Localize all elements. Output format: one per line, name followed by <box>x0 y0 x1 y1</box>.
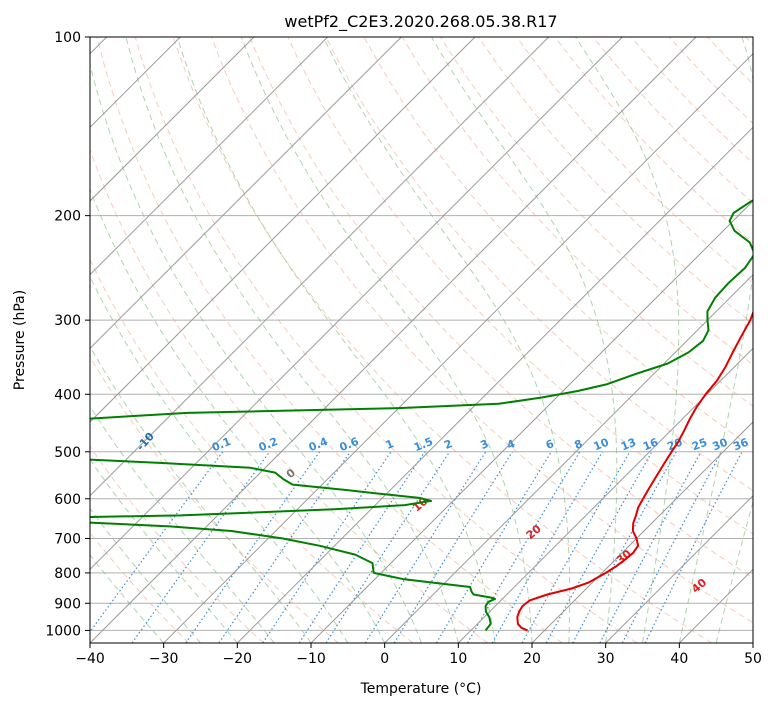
dry-adiabat-line <box>249 37 753 579</box>
moist-adiabat-line <box>90 188 386 643</box>
isotherms <box>90 37 753 643</box>
mixing-ratio-label: 3 <box>478 437 490 452</box>
y-axis-label: Pressure (hPa) <box>12 290 28 390</box>
x-tick-label: −40 <box>75 651 105 667</box>
moist-adiabat-line <box>125 37 459 643</box>
isotherm-line <box>90 37 255 202</box>
dry-adiabat-line <box>134 37 638 643</box>
mixing-ratio-label: 36 <box>731 436 750 454</box>
x-tick-label: 40 <box>670 651 688 667</box>
series-lines <box>90 199 753 632</box>
mixing-ratio-lines <box>90 451 743 643</box>
dry-adiabat-line <box>325 37 753 492</box>
isotherm-line <box>384 273 753 643</box>
isotherm-line <box>90 37 329 276</box>
isotherm-line <box>457 347 753 643</box>
moist-adiabat-line <box>176 37 496 643</box>
moist-adiabat-line <box>90 458 238 643</box>
isotherm-line <box>163 52 753 643</box>
isotherm-line <box>90 37 623 571</box>
mixing-ratio-line <box>435 451 552 643</box>
x-tick-label: 0 <box>380 651 389 667</box>
y-tick-label: 200 <box>54 209 81 225</box>
isotherm-line <box>90 37 697 643</box>
plot-frame <box>89 36 754 644</box>
mixing-ratio-line <box>90 451 224 633</box>
x-tick-label: −20 <box>223 651 253 667</box>
mixing-ratio-line <box>364 451 487 643</box>
y-axis-ticks: 100 200 300 400 500 600 700 800 900 1000 <box>45 30 90 639</box>
dry-adiabat-line <box>90 355 339 643</box>
isotherm-line <box>236 126 753 643</box>
dry-adiabats <box>90 37 753 643</box>
moist-adiabat-line <box>431 37 618 643</box>
y-tick-label: 100 <box>54 30 81 46</box>
mixing-ratio-label: 1 <box>384 437 396 452</box>
dry-adiabat-line <box>96 37 563 643</box>
mixing-ratio-label: 2 <box>442 437 454 452</box>
isotherm-line <box>310 200 753 643</box>
dry-adiabat-line <box>287 37 753 535</box>
mixing-ratio-line <box>185 451 321 643</box>
y-tick-label: 800 <box>54 566 81 582</box>
moist-adiabat-line <box>90 405 275 643</box>
x-axis-ticks: −40 −30 −20 −10 0 10 20 30 40 50 <box>75 643 762 667</box>
mixing-ratio-label: 16 <box>641 436 660 454</box>
mixing-ratio-line <box>521 451 631 643</box>
isotherm-line <box>531 421 753 643</box>
mixing-ratio-line <box>599 451 702 643</box>
mixing-ratio-label: 25 <box>690 436 709 454</box>
mixing-ratio-label: 8 <box>572 437 584 452</box>
dry-adiabat-line <box>211 37 753 624</box>
dewpoint-line <box>90 199 753 632</box>
moist-adiabat-line <box>323 37 571 643</box>
x-tick-label: −30 <box>149 651 179 667</box>
mixing-ratio-line <box>572 451 677 643</box>
isotherm-line <box>90 37 402 350</box>
moist-adiabat-line <box>715 499 753 643</box>
mixing-ratio-label: 30 <box>711 436 730 454</box>
moist-adiabat-line <box>575 37 680 643</box>
y-tick-label: 700 <box>54 532 81 548</box>
y-tick-label: 500 <box>54 445 81 461</box>
mixing-ratio-line <box>262 451 392 643</box>
mixing-ratio-label: 10 <box>592 436 611 454</box>
y-tick-label: 900 <box>54 596 81 612</box>
moist-adiabat-line <box>678 37 753 643</box>
y-tick-label: 600 <box>54 492 81 508</box>
moist-adiabat-line <box>90 507 201 643</box>
x-tick-label: 10 <box>449 651 467 667</box>
isotherm-line <box>90 37 550 497</box>
mixing-ratio-line <box>545 451 653 643</box>
x-tick-label: 50 <box>744 651 762 667</box>
x-tick-label: −10 <box>296 651 326 667</box>
x-axis-label: Temperature (°C) <box>360 681 482 697</box>
isotherm-line <box>90 37 476 423</box>
mixing-ratio-line <box>131 451 271 643</box>
chart-title: wetPf2_C2E3.2020.268.05.38.R17 <box>284 12 557 32</box>
dry-adiabat-line <box>90 258 414 643</box>
plot-area: -100-90-80-70-60-50-40-30-20-10010203040… <box>90 37 753 643</box>
mixing-ratio-line <box>644 451 743 643</box>
dry-adiabat-line <box>90 445 264 643</box>
temperature-line <box>516 310 753 632</box>
mixing-ratio-line <box>218 451 351 643</box>
isotherm-line <box>605 494 753 643</box>
y-tick-label: 1000 <box>45 623 81 639</box>
mixing-ratio-line <box>325 451 451 643</box>
dry-adiabat-line <box>516 37 753 284</box>
y-tick-label: 300 <box>54 313 81 329</box>
dry-adiabat-line <box>172 37 712 643</box>
moist-adiabat-line <box>90 554 165 643</box>
y-tick-label: 400 <box>54 387 81 403</box>
mixing-ratio-label: 13 <box>619 436 638 454</box>
x-tick-label: 30 <box>597 651 615 667</box>
moist-adiabat-line <box>90 275 349 643</box>
x-tick-label: 20 <box>523 651 541 667</box>
